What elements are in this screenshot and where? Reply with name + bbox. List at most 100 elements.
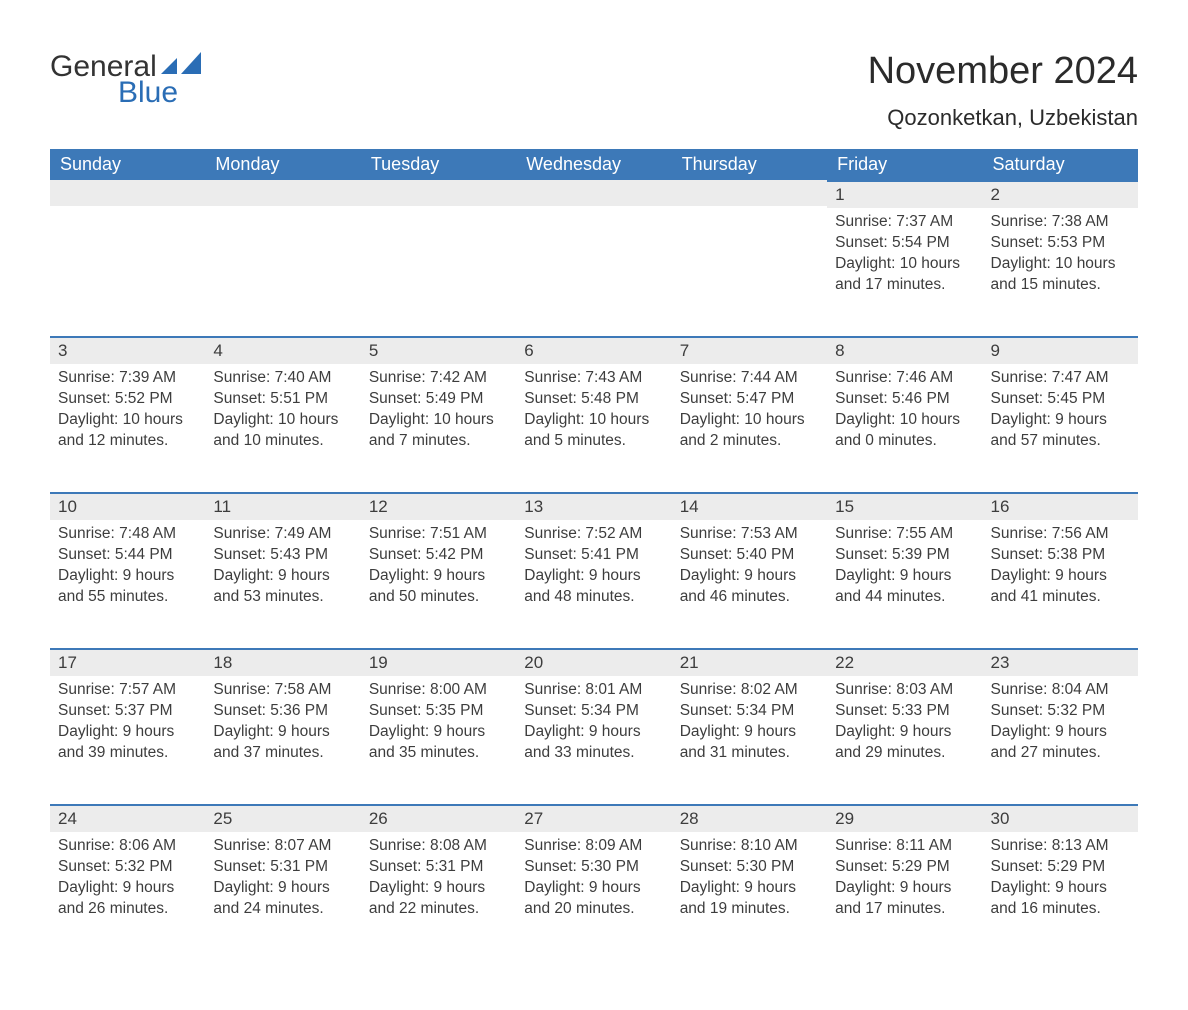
day-number-cell — [516, 180, 671, 208]
day-body-cell — [672, 208, 827, 336]
day-number-cell: 13 — [516, 492, 671, 520]
day-body-cell: Sunrise: 7:52 AMSunset: 5:41 PMDaylight:… — [516, 520, 671, 648]
day-number: 3 — [50, 336, 205, 364]
day-number: 23 — [983, 648, 1138, 676]
weekday-header: Monday — [205, 149, 360, 180]
sunrise-text: Sunrise: 7:43 AM — [524, 368, 663, 389]
day-number-cell: 2 — [983, 180, 1138, 208]
weekday-header: Wednesday — [516, 149, 671, 180]
daylight-text: Daylight: 9 hours and 57 minutes. — [991, 410, 1130, 452]
daylight-text: Daylight: 9 hours and 24 minutes. — [213, 878, 352, 920]
day-body-cell: Sunrise: 8:08 AMSunset: 5:31 PMDaylight:… — [361, 832, 516, 960]
day-number: 2 — [983, 180, 1138, 208]
daylight-text: Daylight: 10 hours and 10 minutes. — [213, 410, 352, 452]
daylight-text: Daylight: 10 hours and 12 minutes. — [58, 410, 197, 452]
sunset-text: Sunset: 5:35 PM — [369, 701, 508, 722]
daylight-text: Daylight: 10 hours and 0 minutes. — [835, 410, 974, 452]
day-number-cell: 19 — [361, 648, 516, 676]
day-number-cell: 30 — [983, 804, 1138, 832]
weekday-header: Thursday — [672, 149, 827, 180]
day-number: 27 — [516, 804, 671, 832]
daylight-text: Daylight: 9 hours and 41 minutes. — [991, 566, 1130, 608]
sunset-text: Sunset: 5:54 PM — [835, 233, 974, 254]
day-body-cell: Sunrise: 7:56 AMSunset: 5:38 PMDaylight:… — [983, 520, 1138, 648]
day-number-cell: 5 — [361, 336, 516, 364]
day-body-cell: Sunrise: 7:58 AMSunset: 5:36 PMDaylight:… — [205, 676, 360, 804]
day-body-cell — [516, 208, 671, 336]
day-body-cell: Sunrise: 7:37 AMSunset: 5:54 PMDaylight:… — [827, 208, 982, 336]
sunrise-text: Sunrise: 7:51 AM — [369, 524, 508, 545]
week-number-row: 12 — [50, 180, 1138, 208]
daylight-text: Daylight: 9 hours and 17 minutes. — [835, 878, 974, 920]
day-number: 24 — [50, 804, 205, 832]
sunset-text: Sunset: 5:37 PM — [58, 701, 197, 722]
day-number: 30 — [983, 804, 1138, 832]
day-body-cell: Sunrise: 8:06 AMSunset: 5:32 PMDaylight:… — [50, 832, 205, 960]
day-number-cell: 20 — [516, 648, 671, 676]
day-number: 1 — [827, 180, 982, 208]
day-body-cell: Sunrise: 8:07 AMSunset: 5:31 PMDaylight:… — [205, 832, 360, 960]
day-number: 19 — [361, 648, 516, 676]
sunrise-text: Sunrise: 7:53 AM — [680, 524, 819, 545]
sunset-text: Sunset: 5:52 PM — [58, 389, 197, 410]
daylight-text: Daylight: 10 hours and 17 minutes. — [835, 254, 974, 296]
daylight-text: Daylight: 9 hours and 50 minutes. — [369, 566, 508, 608]
sunset-text: Sunset: 5:39 PM — [835, 545, 974, 566]
daylight-text: Daylight: 9 hours and 39 minutes. — [58, 722, 197, 764]
sunset-text: Sunset: 5:36 PM — [213, 701, 352, 722]
sunset-text: Sunset: 5:31 PM — [369, 857, 508, 878]
daylight-text: Daylight: 9 hours and 20 minutes. — [524, 878, 663, 920]
day-number-cell: 15 — [827, 492, 982, 520]
day-number-cell: 8 — [827, 336, 982, 364]
day-number-cell — [672, 180, 827, 208]
day-number-cell: 24 — [50, 804, 205, 832]
day-number-cell: 9 — [983, 336, 1138, 364]
day-number: 9 — [983, 336, 1138, 364]
day-body-cell: Sunrise: 7:43 AMSunset: 5:48 PMDaylight:… — [516, 364, 671, 492]
daylight-text: Daylight: 10 hours and 2 minutes. — [680, 410, 819, 452]
sunset-text: Sunset: 5:51 PM — [213, 389, 352, 410]
daylight-text: Daylight: 9 hours and 55 minutes. — [58, 566, 197, 608]
sunrise-text: Sunrise: 8:04 AM — [991, 680, 1130, 701]
day-body-cell: Sunrise: 7:57 AMSunset: 5:37 PMDaylight:… — [50, 676, 205, 804]
week-number-row: 3456789 — [50, 336, 1138, 364]
day-number: 15 — [827, 492, 982, 520]
week-body-row: Sunrise: 7:39 AMSunset: 5:52 PMDaylight:… — [50, 364, 1138, 492]
sunrise-text: Sunrise: 7:57 AM — [58, 680, 197, 701]
daylight-text: Daylight: 9 hours and 26 minutes. — [58, 878, 197, 920]
daylight-text: Daylight: 10 hours and 5 minutes. — [524, 410, 663, 452]
week-body-row: Sunrise: 7:48 AMSunset: 5:44 PMDaylight:… — [50, 520, 1138, 648]
sunrise-text: Sunrise: 7:42 AM — [369, 368, 508, 389]
sunrise-text: Sunrise: 7:44 AM — [680, 368, 819, 389]
sunrise-text: Sunrise: 7:39 AM — [58, 368, 197, 389]
title-block: November 2024 Qozonketkan, Uzbekistan — [868, 50, 1138, 131]
day-number: 7 — [672, 336, 827, 364]
daylight-text: Daylight: 10 hours and 7 minutes. — [369, 410, 508, 452]
sunset-text: Sunset: 5:38 PM — [991, 545, 1130, 566]
sunset-text: Sunset: 5:46 PM — [835, 389, 974, 410]
day-body-cell: Sunrise: 7:40 AMSunset: 5:51 PMDaylight:… — [205, 364, 360, 492]
sunset-text: Sunset: 5:32 PM — [58, 857, 197, 878]
day-number-cell — [361, 180, 516, 208]
daylight-text: Daylight: 9 hours and 37 minutes. — [213, 722, 352, 764]
day-body-cell — [361, 208, 516, 336]
day-body-cell: Sunrise: 7:47 AMSunset: 5:45 PMDaylight:… — [983, 364, 1138, 492]
sunrise-text: Sunrise: 7:38 AM — [991, 212, 1130, 233]
day-body-cell: Sunrise: 7:55 AMSunset: 5:39 PMDaylight:… — [827, 520, 982, 648]
day-body-cell — [50, 208, 205, 336]
sunset-text: Sunset: 5:34 PM — [680, 701, 819, 722]
sunrise-text: Sunrise: 8:10 AM — [680, 836, 819, 857]
day-number: 21 — [672, 648, 827, 676]
sunset-text: Sunset: 5:30 PM — [680, 857, 819, 878]
sunset-text: Sunset: 5:48 PM — [524, 389, 663, 410]
day-number-cell: 10 — [50, 492, 205, 520]
day-number: 16 — [983, 492, 1138, 520]
day-body-cell: Sunrise: 7:39 AMSunset: 5:52 PMDaylight:… — [50, 364, 205, 492]
daylight-text: Daylight: 9 hours and 53 minutes. — [213, 566, 352, 608]
day-number-cell: 3 — [50, 336, 205, 364]
sunset-text: Sunset: 5:45 PM — [991, 389, 1130, 410]
day-number: 25 — [205, 804, 360, 832]
sunrise-text: Sunrise: 8:08 AM — [369, 836, 508, 857]
sunrise-text: Sunrise: 8:07 AM — [213, 836, 352, 857]
sunset-text: Sunset: 5:29 PM — [835, 857, 974, 878]
